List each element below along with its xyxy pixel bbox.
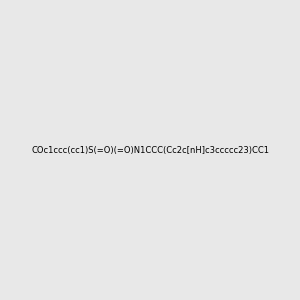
Text: COc1ccc(cc1)S(=O)(=O)N1CCC(Cc2c[nH]c3ccccc23)CC1: COc1ccc(cc1)S(=O)(=O)N1CCC(Cc2c[nH]c3ccc… xyxy=(31,146,269,154)
